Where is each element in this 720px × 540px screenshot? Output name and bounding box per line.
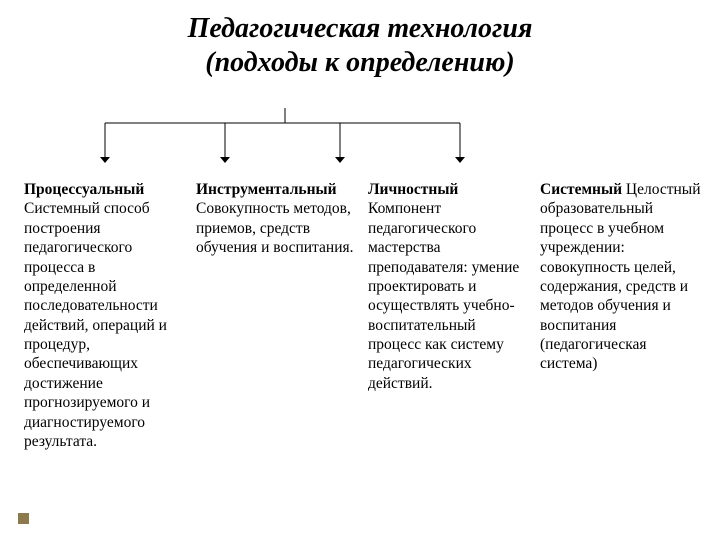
column-body: Совокупность методов, приемов, средств о… [196, 200, 354, 256]
title-line-1: Педагогическая технология [0, 12, 720, 46]
column-3: Личностный Компонент педагогического мас… [368, 180, 532, 451]
column-4: Системный Целостный образовательный проц… [540, 180, 704, 451]
slide: Педагогическая технология (подходы к опр… [0, 0, 720, 540]
column-header: Личностный [368, 181, 458, 198]
title-line-2: (подходы к определению) [0, 46, 720, 80]
slide-bullet-icon [18, 513, 29, 524]
column-header: Системный [540, 181, 622, 198]
column-1: Процессуальный Системный способ построен… [24, 180, 188, 451]
column-body: Целостный образовательный процесс в учеб… [540, 181, 701, 372]
column-body: Компонент педагогического мастерства пре… [368, 200, 519, 391]
column-header: Процессуальный [24, 181, 144, 198]
column-2: Инструментальный Совокупность методов, п… [196, 180, 360, 451]
column-body: Системный способ построения педагогическ… [24, 200, 167, 450]
column-header: Инструментальный [196, 181, 337, 198]
columns: Процессуальный Системный способ построен… [24, 180, 704, 451]
tree-arrows [0, 98, 720, 168]
slide-title: Педагогическая технология (подходы к опр… [0, 0, 720, 79]
